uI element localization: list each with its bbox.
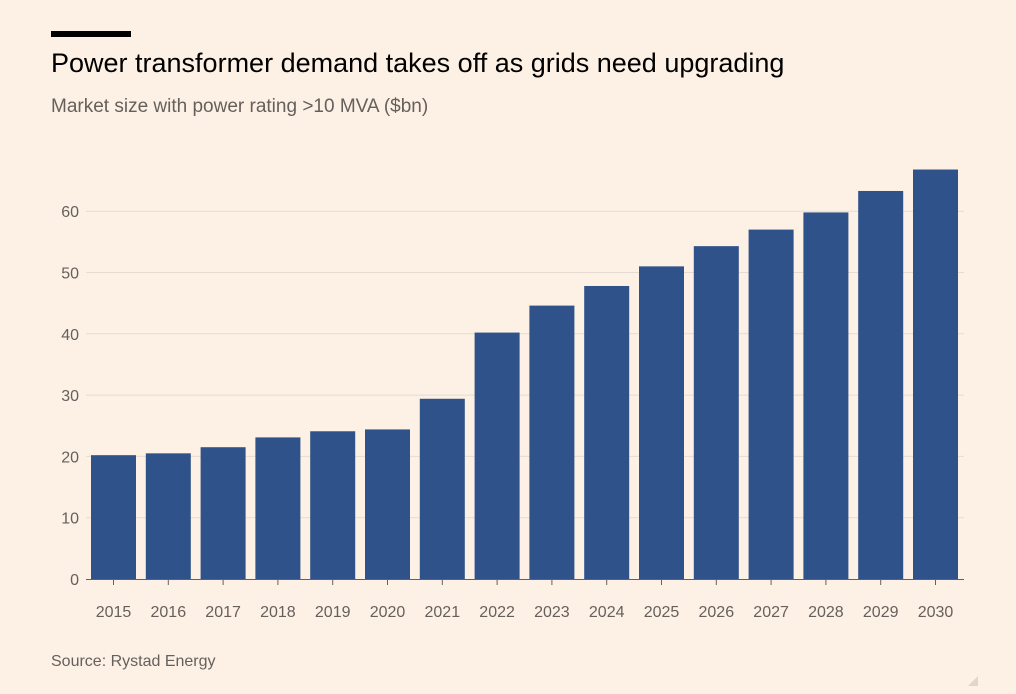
bar xyxy=(748,229,794,579)
x-tick-label: 2023 xyxy=(534,604,570,621)
x-tick-label: 2027 xyxy=(753,604,789,621)
bar xyxy=(310,431,356,579)
bar xyxy=(365,429,410,579)
bar xyxy=(200,447,246,579)
header-rule xyxy=(51,31,131,37)
bar xyxy=(803,212,849,579)
x-tick-label: 2015 xyxy=(96,604,132,621)
resize-corner-icon xyxy=(968,676,978,686)
bar xyxy=(145,453,191,579)
x-tick-label: 2021 xyxy=(425,604,461,621)
bar xyxy=(255,437,301,579)
bar xyxy=(913,169,958,580)
bar xyxy=(858,190,904,579)
x-tick-label: 2018 xyxy=(260,604,296,621)
x-tick-label: 2028 xyxy=(808,604,844,621)
chart-title: Power transformer demand takes off as gr… xyxy=(51,48,785,78)
x-tick-label: 2016 xyxy=(151,604,187,621)
bar xyxy=(529,305,575,579)
bar xyxy=(91,455,136,579)
y-tick-label: 0 xyxy=(70,572,79,589)
x-tick-label: 2025 xyxy=(644,604,680,621)
x-tick-label: 2020 xyxy=(370,604,406,621)
bar xyxy=(419,398,465,579)
x-tick-label: 2024 xyxy=(589,604,625,621)
y-tick-label: 30 xyxy=(61,388,79,405)
x-tick-label: 2030 xyxy=(918,604,954,621)
x-tick-label: 2022 xyxy=(479,604,515,621)
y-tick-label: 10 xyxy=(61,511,79,528)
y-tick-label: 60 xyxy=(61,204,79,221)
y-tick-label: 20 xyxy=(61,449,79,466)
bar xyxy=(693,246,739,580)
source-note: Source: Rystad Energy xyxy=(51,653,216,670)
bar xyxy=(584,285,630,579)
y-tick-label: 40 xyxy=(61,327,79,344)
x-tick-label: 2019 xyxy=(315,604,351,621)
y-tick-label: 50 xyxy=(61,266,79,283)
x-tick-label: 2017 xyxy=(205,604,241,621)
x-tick-label: 2029 xyxy=(863,604,899,621)
bar xyxy=(639,266,684,579)
bar xyxy=(474,332,520,579)
chart-subtitle: Market size with power rating >10 MVA ($… xyxy=(51,96,429,117)
x-tick-label: 2026 xyxy=(699,604,735,621)
